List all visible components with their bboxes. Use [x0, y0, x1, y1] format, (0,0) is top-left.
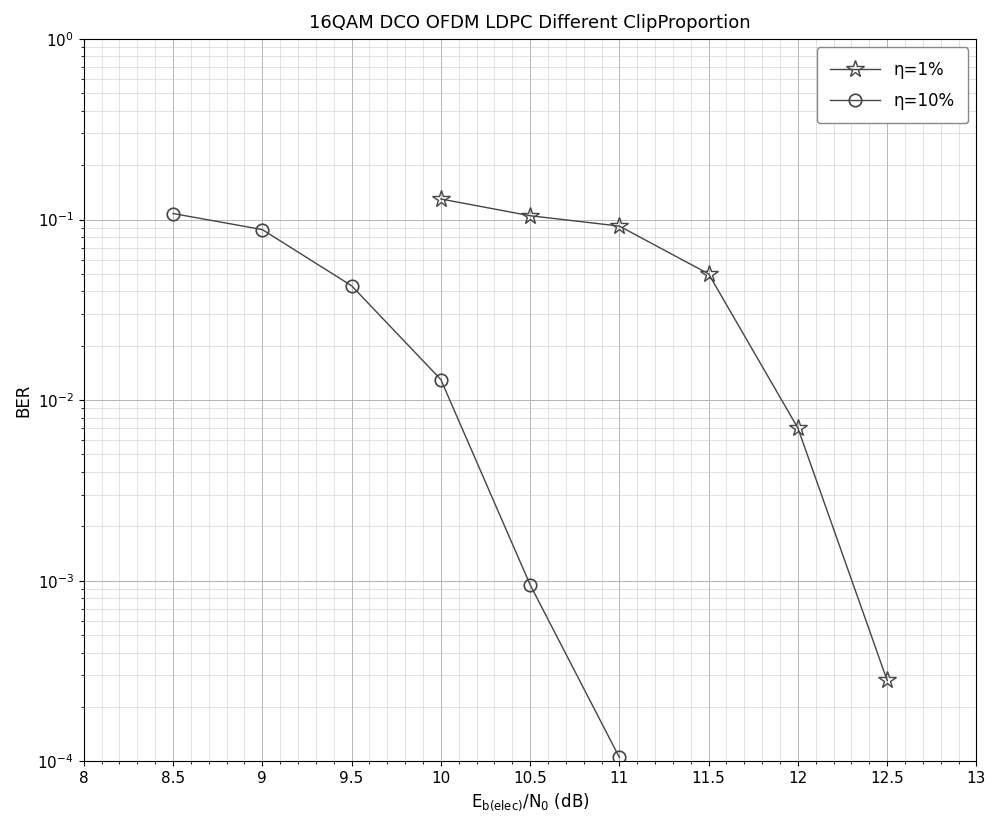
η=1%	[435, 194, 447, 204]
η=10%	[256, 225, 268, 235]
η=10%	[613, 753, 625, 762]
Legend: η=1%, η=10%: η=1%, η=10%	[817, 47, 968, 123]
η=10%	[435, 375, 447, 385]
η=10%	[524, 580, 536, 590]
Title: 16QAM DCO OFDM LDPC Different ClipProportion: 16QAM DCO OFDM LDPC Different ClipPropor…	[309, 14, 751, 32]
η=1%	[703, 269, 715, 279]
η=1%	[792, 423, 804, 433]
η=10%	[346, 281, 358, 291]
X-axis label: $\mathregular{E_{b(elec)}/N_0}$ (dB): $\mathregular{E_{b(elec)}/N_0}$ (dB)	[471, 791, 589, 813]
η=1%	[524, 211, 536, 221]
η=10%	[167, 208, 179, 218]
Line: η=10%: η=10%	[167, 208, 626, 763]
η=1%	[613, 221, 625, 231]
Y-axis label: BER: BER	[14, 384, 32, 417]
η=1%	[881, 676, 893, 686]
Line: η=1%: η=1%	[432, 190, 896, 690]
